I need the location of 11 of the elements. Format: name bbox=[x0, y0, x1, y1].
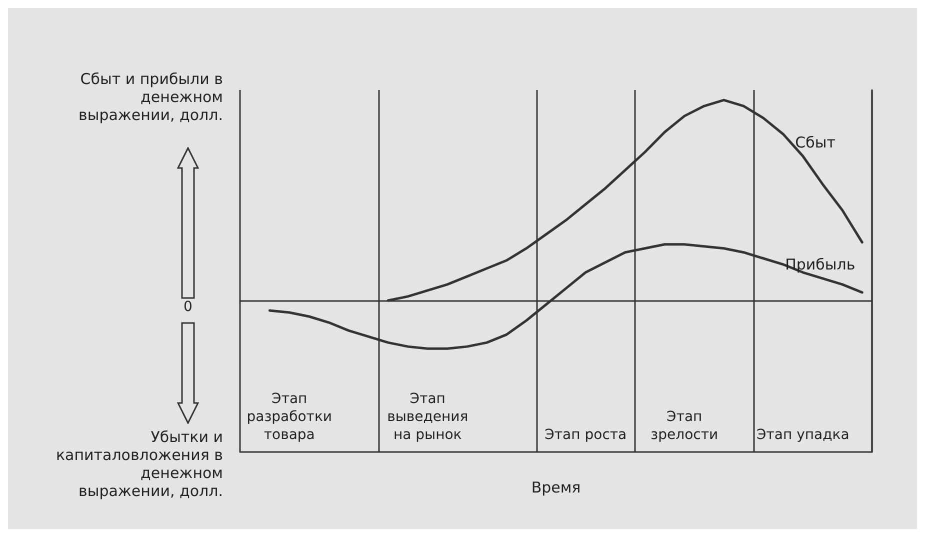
x-tick-label: Этап упадка bbox=[756, 427, 850, 443]
x-tick-label: Этап разработки товара bbox=[246, 391, 332, 443]
series-label: Прибыль bbox=[785, 255, 856, 274]
x-axis-title: Время bbox=[531, 478, 581, 496]
text: 0 bbox=[184, 299, 192, 315]
x-tick-label: Этап зрелости bbox=[650, 409, 718, 443]
x-tick-label: Этап выведения на рынок bbox=[387, 391, 468, 443]
series-label: Сбыт bbox=[795, 133, 836, 152]
x-tick-label: Этап роста bbox=[544, 427, 627, 443]
y-axis-title: Сбыт и прибыли в денежном выражении, долл. bbox=[78, 70, 223, 124]
text: Убытки и капиталовложения в денежном выражении, долл. bbox=[56, 428, 223, 500]
